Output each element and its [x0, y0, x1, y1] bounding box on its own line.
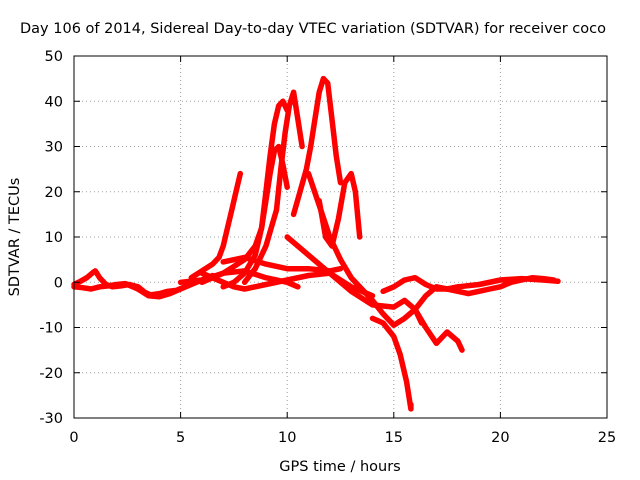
series-arc14: [412, 274, 557, 313]
series-arc12: [369, 315, 414, 412]
y-tick-label: -20: [39, 366, 63, 382]
x-tick-label: 25: [598, 430, 616, 446]
series-arc8: [290, 75, 344, 218]
y-axis-label: SDTVAR / TECUs: [7, 178, 23, 297]
x-axis-label: GPS time / hours: [279, 459, 400, 475]
plot-frame: [73, 55, 608, 419]
x-tick-label: 10: [278, 430, 296, 446]
series-arc6: [220, 98, 290, 290]
y-tick-label: 20: [45, 185, 63, 201]
y-tick-labels: -30 -20 -10 0 10 20 30 40 50: [39, 49, 63, 427]
series-arc17: [199, 270, 376, 299]
grid: [74, 56, 607, 418]
x-tick-label: 5: [176, 430, 185, 446]
x-tick-label: 15: [385, 430, 403, 446]
x-tick-label: 20: [491, 430, 509, 446]
series-arc7: [241, 89, 305, 286]
y-tick-label: -30: [39, 411, 63, 427]
x-tick-label: 0: [69, 430, 78, 446]
series-arc9: [316, 170, 363, 249]
y-tick-label: 40: [45, 94, 63, 110]
series-arc4: [188, 170, 244, 281]
series-group: [71, 75, 561, 412]
y-tick-label: 10: [45, 230, 63, 246]
chart-title: Day 106 of 2014, Sidereal Day-to-day VTE…: [20, 21, 606, 37]
y-tick-label: 50: [45, 49, 63, 65]
series-arc11: [284, 234, 465, 353]
x-tick-labels: 0 5 10 15 20 25: [69, 430, 616, 446]
y-tick-label: 0: [54, 275, 63, 291]
y-tick-label: 30: [45, 140, 63, 156]
ticks: [73, 55, 608, 419]
y-tick-label: -10: [39, 321, 63, 337]
